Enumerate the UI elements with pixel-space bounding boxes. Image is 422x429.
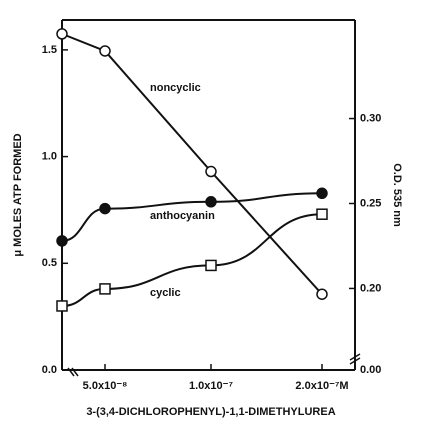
marker [99, 283, 111, 295]
x-tick-label: 1.0x10⁻⁷ [189, 380, 233, 392]
series-label: cyclic [150, 287, 181, 299]
y2ticks-label: 0.20 [360, 282, 381, 294]
yticks-label: 1.0 [42, 150, 57, 162]
marker [205, 259, 217, 272]
marker [205, 165, 217, 178]
marker [316, 288, 328, 300]
marker [316, 208, 328, 220]
x-tick-label: 2.0x10⁻⁷M [295, 380, 348, 392]
yticks-label: 1.5 [42, 44, 57, 56]
marker [56, 235, 68, 247]
series-label: noncyclic [150, 82, 201, 94]
marker [205, 196, 217, 208]
axis-breaks [67, 353, 361, 377]
y2-break-label: 0.00 [360, 364, 381, 376]
y2ticks-label: 0.30 [360, 112, 381, 124]
marker [56, 28, 68, 40]
series-line [61, 213, 323, 307]
series-line [61, 32, 323, 295]
series-line [61, 192, 323, 242]
marker [99, 202, 111, 215]
yticks-label: 0.0 [42, 364, 57, 376]
marker [316, 187, 328, 200]
y-axis-title: μ MOLES ATP FORMED [12, 133, 24, 256]
series-label: anthocyanin [150, 210, 215, 222]
x-axis-title: 3-(3,4-DICHLOROPHENYL)-1,1-DIMETHYLUREA [86, 406, 335, 418]
marker [56, 300, 68, 312]
x-tick-label: 5.0x10⁻⁸ [83, 380, 128, 392]
y2ticks-label: 0.25 [360, 197, 381, 209]
yticks-label: 0.5 [42, 257, 57, 269]
y2-axis-title: O.D. 535 nm [391, 163, 403, 227]
marker [99, 45, 111, 57]
